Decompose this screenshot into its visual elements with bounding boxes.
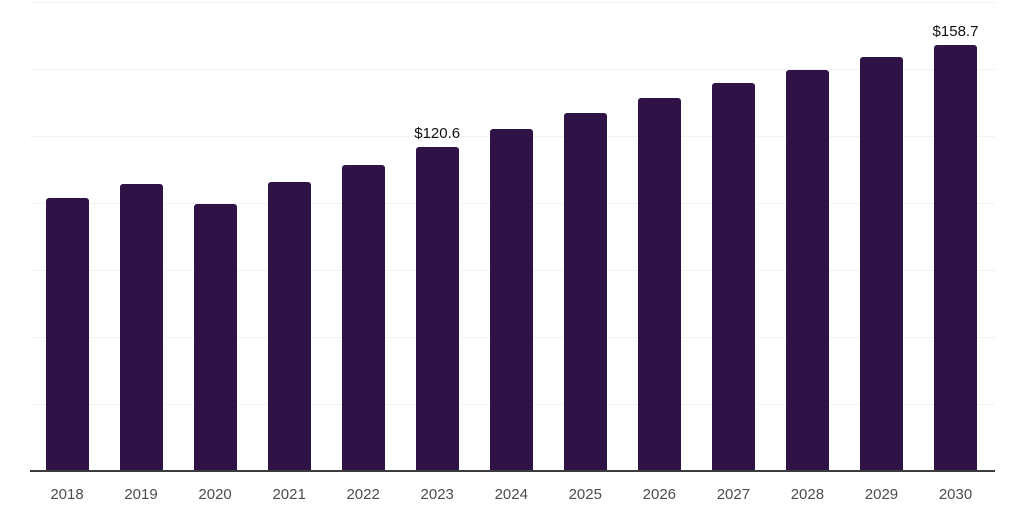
gridline — [30, 1, 995, 3]
bar-2026[interactable] — [637, 98, 681, 471]
bar-2021[interactable] — [267, 182, 311, 471]
bar-2025[interactable] — [563, 112, 607, 471]
x-tick-label-2019: 2019 — [124, 486, 158, 503]
x-tick-label-2029: 2029 — [864, 486, 899, 503]
bar-2024[interactable] — [489, 129, 533, 471]
gridline — [30, 68, 995, 70]
x-tick-label-2020: 2020 — [198, 486, 232, 503]
x-tick-label-2021: 2021 — [272, 486, 306, 503]
x-tick-label-2018: 2018 — [50, 486, 84, 503]
x-tick-label-2025: 2025 — [568, 486, 602, 503]
bar-2020[interactable] — [193, 204, 237, 471]
data-label-2030: $158.7 — [932, 23, 979, 41]
x-tick-label-2023: 2023 — [420, 486, 454, 503]
bar-2022[interactable] — [341, 164, 385, 471]
x-tick-label-2024: 2024 — [494, 486, 528, 503]
bar-2030[interactable] — [934, 45, 977, 471]
bar-2028[interactable] — [785, 70, 829, 471]
bar-2018[interactable] — [45, 198, 89, 471]
bar-2027[interactable] — [711, 82, 755, 471]
x-axis-line — [30, 469, 995, 472]
bar-2029[interactable] — [859, 57, 903, 471]
bar-2019[interactable] — [119, 184, 163, 471]
x-tick-label-2030: 2030 — [938, 486, 973, 503]
x-tick-label-2028: 2028 — [790, 486, 825, 503]
bar-2023[interactable] — [415, 147, 459, 471]
x-tick-label-2027: 2027 — [716, 486, 751, 503]
x-tick-label-2022: 2022 — [346, 486, 380, 503]
x-tick-label-2026: 2026 — [642, 486, 677, 503]
data-label-2023: $120.6 — [414, 125, 461, 143]
